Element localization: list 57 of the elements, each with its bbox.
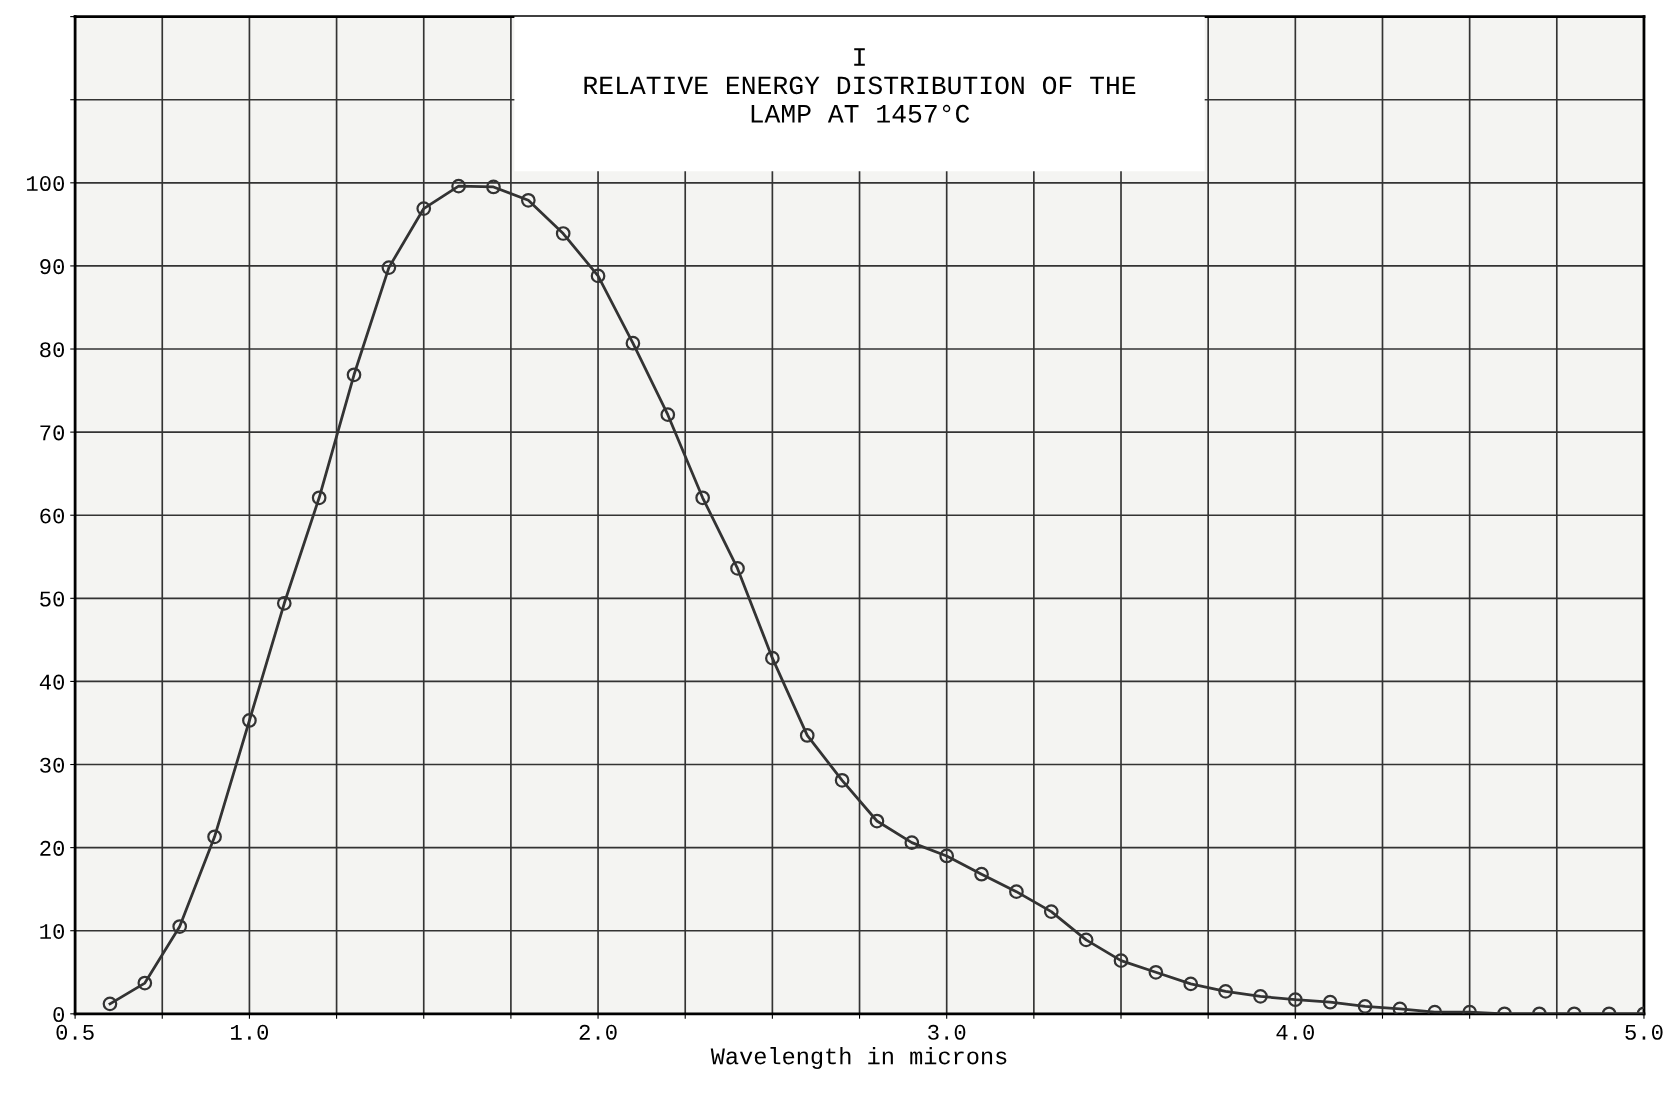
- point: [1322, 994, 1338, 1010]
- point: [974, 866, 989, 882]
- point: [276, 595, 292, 611]
- x-tick-label: 5.0: [1625, 1024, 1663, 1040]
- point: [242, 713, 257, 728]
- point: [451, 178, 466, 194]
- y-tick-label: 10: [40, 923, 65, 939]
- y-tick-label: 60: [40, 508, 65, 524]
- point: [102, 996, 118, 1012]
- y-tick-label: 90: [40, 259, 65, 275]
- point: [381, 260, 397, 275]
- point: [172, 919, 188, 934]
- point: [1043, 904, 1059, 919]
- point: [939, 848, 955, 864]
- point: [1392, 1001, 1408, 1014]
- x-tick-label: 3.0: [928, 1024, 966, 1040]
- text: I RELATIVE ENERGY DISTRIBUTION OF THE LAMP AT 1457°C: [584, 48, 1136, 123]
- point: [1009, 884, 1024, 900]
- x-tick-label: 4.0: [1276, 1024, 1314, 1040]
- point: [765, 650, 780, 666]
- point: [1113, 953, 1129, 968]
- point: [207, 829, 222, 845]
- x-tick-label: 2.0: [579, 1024, 617, 1040]
- point: [1078, 932, 1094, 948]
- point: [730, 561, 745, 576]
- point: [625, 335, 641, 351]
- point: [1253, 989, 1268, 1004]
- point: [555, 226, 571, 241]
- point: [1218, 984, 1233, 999]
- point: [1287, 992, 1303, 1008]
- point: [1183, 976, 1199, 992]
- text: 1.0: [231, 1024, 269, 1040]
- point: [311, 490, 327, 506]
- y-tick-label: 20: [40, 840, 65, 856]
- point: [416, 201, 432, 216]
- x-tick-label: 0.5: [56, 1024, 94, 1040]
- point: [486, 179, 501, 195]
- point: [346, 367, 362, 383]
- y-tick-label: 50: [40, 591, 65, 607]
- point: [869, 813, 885, 829]
- point: [1357, 998, 1373, 1014]
- point: [904, 835, 920, 850]
- point: [834, 772, 850, 788]
- point: [590, 268, 606, 284]
- y-tick-label: 100: [26, 176, 65, 192]
- y-tick-label: 0: [53, 1007, 65, 1023]
- x-axis-title: Wavelength in microns: [710, 1047, 1007, 1070]
- point: [137, 975, 153, 991]
- point: [799, 728, 815, 743]
- point: [520, 192, 536, 208]
- y-tick-label: 70: [40, 425, 65, 441]
- point: [660, 407, 676, 423]
- point: [695, 490, 711, 506]
- y-tick-label: 30: [40, 757, 65, 773]
- point: [1148, 964, 1164, 980]
- y-tick-label: 40: [39, 674, 65, 690]
- y-tick-label: 80: [40, 342, 65, 358]
